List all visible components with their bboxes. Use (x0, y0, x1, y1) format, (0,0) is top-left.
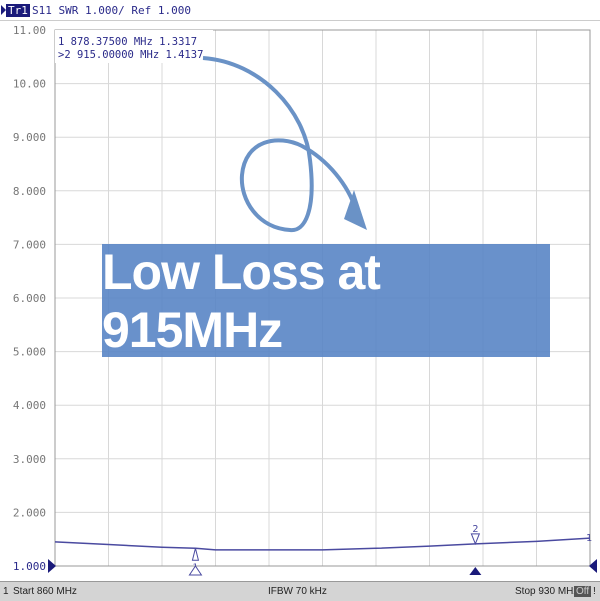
warning-indicator: ! (593, 586, 596, 597)
annotation-arrow (202, 56, 358, 233)
active-trace-icon (1, 5, 6, 15)
marker-2-icon (470, 533, 481, 546)
start-frequency[interactable]: Start 860 MHz (13, 586, 77, 597)
y-tick-label: 1.000 (13, 560, 46, 573)
y-tick-label: 2.000 (13, 506, 46, 519)
arrowhead-icon (344, 190, 367, 230)
reference-right-icon (589, 559, 597, 573)
y-tick-label: 6.000 (13, 292, 46, 305)
swr-chart: 11.00 10.00 9.000 8.000 7.000 6.000 5.000 4.000… (13, 24, 597, 576)
trace-header: Tr1 S11 SWR 1.000/ Ref 1.000 (0, 0, 600, 21)
channel-number: 1 (3, 586, 9, 597)
marker-1-axis-icon (188, 565, 203, 576)
marker-2-label: 2 (472, 524, 478, 535)
plot-frame (54, 29, 591, 567)
y-tick-label: 5.000 (13, 346, 46, 359)
y-tick-label: 7.000 (13, 238, 46, 251)
y-tick-label: 10.00 (13, 78, 46, 91)
marker-readout: >2 915.00000 MHz 1.4137 (58, 49, 203, 61)
y-tick-label: 8.000 (13, 185, 46, 198)
y-tick-label: 4.000 (13, 399, 46, 412)
trace-label[interactable]: Tr1 (6, 4, 30, 17)
y-tick-label: 3.000 (13, 453, 46, 466)
stop-frequency[interactable]: Stop 930 MHz (515, 586, 579, 597)
status-bar: 1 Start 860 MHz IFBW 70 kHz Stop 930 MHz… (0, 581, 600, 601)
reference-left-icon (48, 559, 56, 573)
off-indicator[interactable]: Off (574, 586, 592, 597)
overlay-banner: Low Loss at 915MHz (102, 244, 550, 358)
swr-trace (54, 537, 591, 551)
trace-end-label: 1 (586, 533, 592, 544)
marker-readout: 1 878.37500 MHz 1.3317 (58, 36, 197, 48)
y-tick-label: 9.000 (13, 131, 46, 144)
trace-settings: S11 SWR 1.000/ Ref 1.000 (32, 4, 191, 17)
y-tick-label: 11.00 (13, 24, 46, 37)
marker-1-icon (191, 548, 200, 561)
ifbw[interactable]: IFBW 70 kHz (268, 586, 327, 597)
marker-2-axis-icon (469, 567, 482, 575)
marker-table-bg (55, 30, 213, 63)
